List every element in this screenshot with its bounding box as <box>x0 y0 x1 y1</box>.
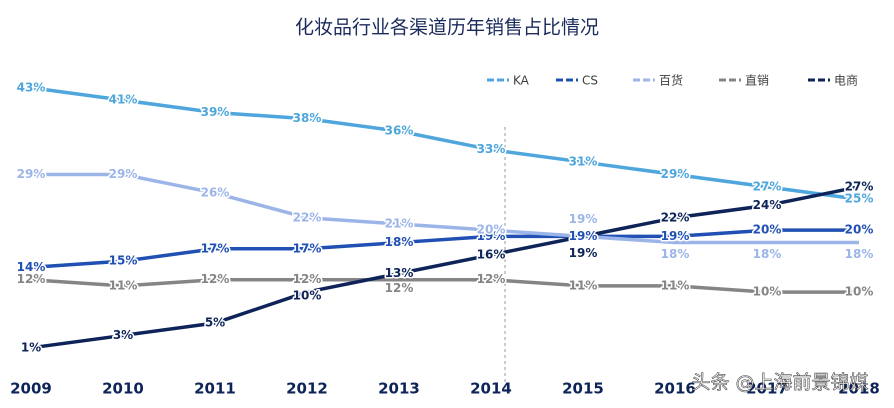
data-label: 10% <box>753 285 782 299</box>
data-label: 12% <box>201 272 230 286</box>
data-label: 15% <box>109 254 138 268</box>
data-label: 10% <box>845 285 874 299</box>
data-label: 12% <box>477 272 506 286</box>
data-label: 11% <box>569 278 598 292</box>
data-label: 25% <box>845 192 874 206</box>
data-label: 26% <box>201 186 230 200</box>
data-label: 10% <box>293 289 322 303</box>
data-label: 36% <box>385 124 414 138</box>
series-line <box>30 185 860 350</box>
legend-label: KA <box>513 74 530 88</box>
data-label: 1% <box>21 340 41 354</box>
data-label: 18% <box>753 247 782 261</box>
data-label: 13% <box>385 266 414 280</box>
legend-label: 电商 <box>834 73 858 88</box>
data-label: 24% <box>753 198 782 212</box>
data-label: 11% <box>661 278 690 292</box>
x-tick-label: 2013 <box>378 380 420 398</box>
x-tick-label: 2011 <box>194 380 236 398</box>
series-line <box>30 86 860 201</box>
data-label: 21% <box>385 216 414 230</box>
legend-label: 百货 <box>659 73 683 88</box>
legend-label: 直销 <box>745 74 769 88</box>
data-label: 22% <box>293 210 322 224</box>
data-label: 31% <box>569 155 598 169</box>
data-label: 5% <box>205 316 225 330</box>
data-label: 17% <box>201 241 230 255</box>
data-label: 19% <box>569 212 598 226</box>
data-label: 20% <box>477 223 506 237</box>
series-line <box>30 228 859 270</box>
data-label: 29% <box>109 167 138 181</box>
x-tick-label: 2009 <box>10 380 52 398</box>
data-label: 33% <box>477 142 506 156</box>
series-line <box>31 172 859 245</box>
data-label: 29% <box>661 167 690 181</box>
data-label: 12% <box>293 272 322 286</box>
watermark: 头条 @上海前景锦媒 <box>691 372 868 394</box>
data-label: 20% <box>753 223 782 237</box>
x-tick-label: 2017 <box>746 380 788 398</box>
data-label: 41% <box>109 93 138 107</box>
x-tick-label: 2014 <box>470 380 512 398</box>
data-label: 14% <box>17 260 46 274</box>
data-label: 43% <box>17 80 46 94</box>
data-label: 19% <box>477 229 506 243</box>
data-label: 22% <box>661 210 690 224</box>
data-label: 17% <box>293 241 322 255</box>
data-label: 27% <box>845 179 874 193</box>
x-tick-label: 2016 <box>654 380 696 398</box>
x-tick-label: 2015 <box>562 380 604 398</box>
data-label: 19% <box>569 229 598 243</box>
data-label: 38% <box>293 111 322 125</box>
x-tick-label: 2018 <box>838 380 880 398</box>
data-label: 3% <box>113 328 133 342</box>
data-label: 19% <box>569 246 598 260</box>
data-label: 12% <box>385 281 414 295</box>
data-label: 16% <box>477 247 506 261</box>
legend-label: CS <box>582 74 598 88</box>
x-tick-label: 2010 <box>102 380 144 398</box>
data-label: 11% <box>109 278 138 292</box>
data-label: 27% <box>753 179 782 193</box>
series-line <box>30 277 859 294</box>
data-label: 20% <box>845 223 874 237</box>
data-label: 12% <box>17 272 46 286</box>
chart-title: 化妆品行业各渠道历年销售占比情况 <box>295 17 599 39</box>
data-label: 39% <box>201 105 230 119</box>
data-label: 19% <box>661 229 690 243</box>
x-tick-label: 2012 <box>286 380 328 398</box>
data-label: 18% <box>661 247 690 261</box>
data-label: 18% <box>845 247 874 261</box>
data-label: 29% <box>17 167 46 181</box>
data-label: 18% <box>385 235 414 249</box>
